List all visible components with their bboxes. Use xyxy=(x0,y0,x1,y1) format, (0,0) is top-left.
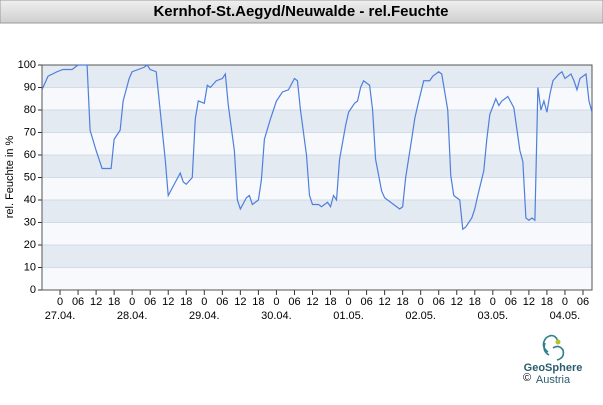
logo-icon xyxy=(552,345,565,361)
x-tick-label: 12 xyxy=(90,296,102,308)
grid-band xyxy=(42,65,592,88)
x-tick-label: 18 xyxy=(252,296,264,308)
x-tick-label: 0 xyxy=(201,296,207,308)
x-tick-label: 06 xyxy=(577,296,589,308)
plot-frame xyxy=(41,64,593,291)
x-tick-label: 06 xyxy=(433,296,445,308)
grid-band xyxy=(42,177,592,200)
chart-title: Kernhof-St.Aegyd/Neuwalde - rel.Feuchte xyxy=(153,3,448,20)
y-tick-label: 60 xyxy=(24,149,36,161)
x-tick-label: 06 xyxy=(288,296,300,308)
x-tick-label: 0 xyxy=(129,296,135,308)
date-label: 01.05. xyxy=(333,310,364,322)
date-label: 03.05. xyxy=(478,310,509,322)
y-tick-label: 0 xyxy=(30,284,36,296)
grid-band xyxy=(42,87,592,110)
grid-band xyxy=(42,245,592,268)
y-tick-label: 30 xyxy=(24,216,36,228)
copyright: © xyxy=(523,372,531,384)
x-tick-label: 12 xyxy=(378,296,390,308)
x-tick-label: 18 xyxy=(108,296,120,308)
date-label: 02.05. xyxy=(405,310,436,322)
grid-band xyxy=(42,200,592,223)
x-tick-label: 0 xyxy=(57,296,63,308)
grid-band xyxy=(42,155,592,178)
x-tick-label: 0 xyxy=(273,296,279,308)
logo-name: GeoSphere xyxy=(524,362,583,374)
grid-band xyxy=(42,110,592,133)
logo-sub: Austria xyxy=(536,374,571,386)
x-tick-label: 0 xyxy=(562,296,568,308)
x-tick-label: 12 xyxy=(162,296,174,308)
x-tick-label: 0 xyxy=(418,296,424,308)
logo-icon xyxy=(543,342,550,356)
x-tick-label: 18 xyxy=(180,296,192,308)
x-tick-label: 06 xyxy=(360,296,372,308)
y-tick-label: 80 xyxy=(24,104,36,116)
y-tick-label: 10 xyxy=(24,261,36,273)
x-tick-label: 18 xyxy=(469,296,481,308)
date-label: 04.05. xyxy=(550,310,581,322)
x-tick-label: 06 xyxy=(72,296,84,308)
y-axis-label: rel. Feuchte in % xyxy=(4,136,16,219)
date-label: 27.04. xyxy=(45,310,76,322)
x-tick-label: 0 xyxy=(490,296,496,308)
date-label: 30.04. xyxy=(261,310,292,322)
x-tick-label: 12 xyxy=(523,296,535,308)
logo-icon xyxy=(555,339,561,345)
data-line xyxy=(42,64,592,231)
logo-icon xyxy=(542,334,559,353)
grid-band xyxy=(42,132,592,155)
x-tick-label: 06 xyxy=(505,296,517,308)
y-tick-label: 20 xyxy=(24,239,36,251)
y-tick-label: 90 xyxy=(24,81,36,93)
x-tick-label: 18 xyxy=(541,296,553,308)
x-tick-label: 12 xyxy=(451,296,463,308)
x-tick-label: 12 xyxy=(306,296,318,308)
x-tick-label: 06 xyxy=(144,296,156,308)
y-tick-label: 50 xyxy=(24,171,36,183)
x-tick-label: 18 xyxy=(324,296,336,308)
date-label: 29.04. xyxy=(189,310,220,322)
grid-band xyxy=(42,222,592,245)
x-tick-label: 18 xyxy=(397,296,409,308)
y-tick-label: 40 xyxy=(24,194,36,206)
date-label: 28.04. xyxy=(117,310,148,322)
logo: GeoSphere Austria © xyxy=(523,334,583,386)
y-tick-label: 100 xyxy=(18,59,36,71)
grid-band xyxy=(42,267,592,290)
x-tick-label: 0 xyxy=(345,296,351,308)
x-tick-label: 06 xyxy=(216,296,228,308)
y-tick-label: 70 xyxy=(24,126,36,138)
x-tick-label: 12 xyxy=(234,296,246,308)
title-bar xyxy=(0,0,603,24)
